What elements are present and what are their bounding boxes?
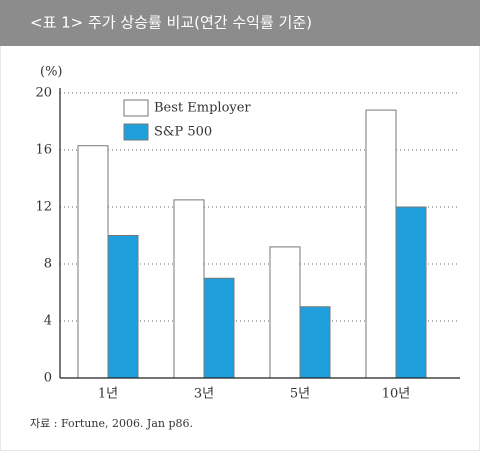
legend-label: Best Employer	[154, 101, 251, 116]
bar	[107, 235, 139, 379]
legend-label: S&P 500	[154, 125, 212, 140]
y-tick-label: 0	[44, 371, 52, 386]
x-tick-label: 5년	[290, 387, 310, 402]
source-note: 자료 : Fortune, 2006. Jan p86.	[30, 417, 193, 430]
y-tick-label: 12	[35, 200, 52, 215]
bar	[77, 145, 109, 379]
y-axis-label: (%)	[40, 65, 63, 80]
y-tick-label: 8	[44, 257, 52, 272]
legend-swatch	[123, 99, 149, 117]
legend-swatch	[123, 123, 149, 141]
x-tick-label: 1년	[98, 387, 118, 402]
y-tick-label: 20	[35, 86, 52, 101]
bar	[395, 206, 427, 379]
y-tick-label: 4	[44, 314, 52, 329]
bar	[269, 246, 301, 379]
title-bar	[0, 0, 480, 46]
bar	[365, 109, 397, 379]
y-tick-label: 16	[35, 143, 52, 158]
bar	[299, 306, 331, 379]
chart-title: <표 1> 주가 상승률 비교(연간 수익률 기준)	[30, 14, 312, 32]
x-tick-label: 10년	[382, 387, 411, 402]
bar	[173, 199, 205, 379]
legend: Best Employer S&P 500	[123, 99, 251, 141]
bar	[203, 277, 235, 379]
x-tick-label: 3년	[194, 387, 214, 402]
